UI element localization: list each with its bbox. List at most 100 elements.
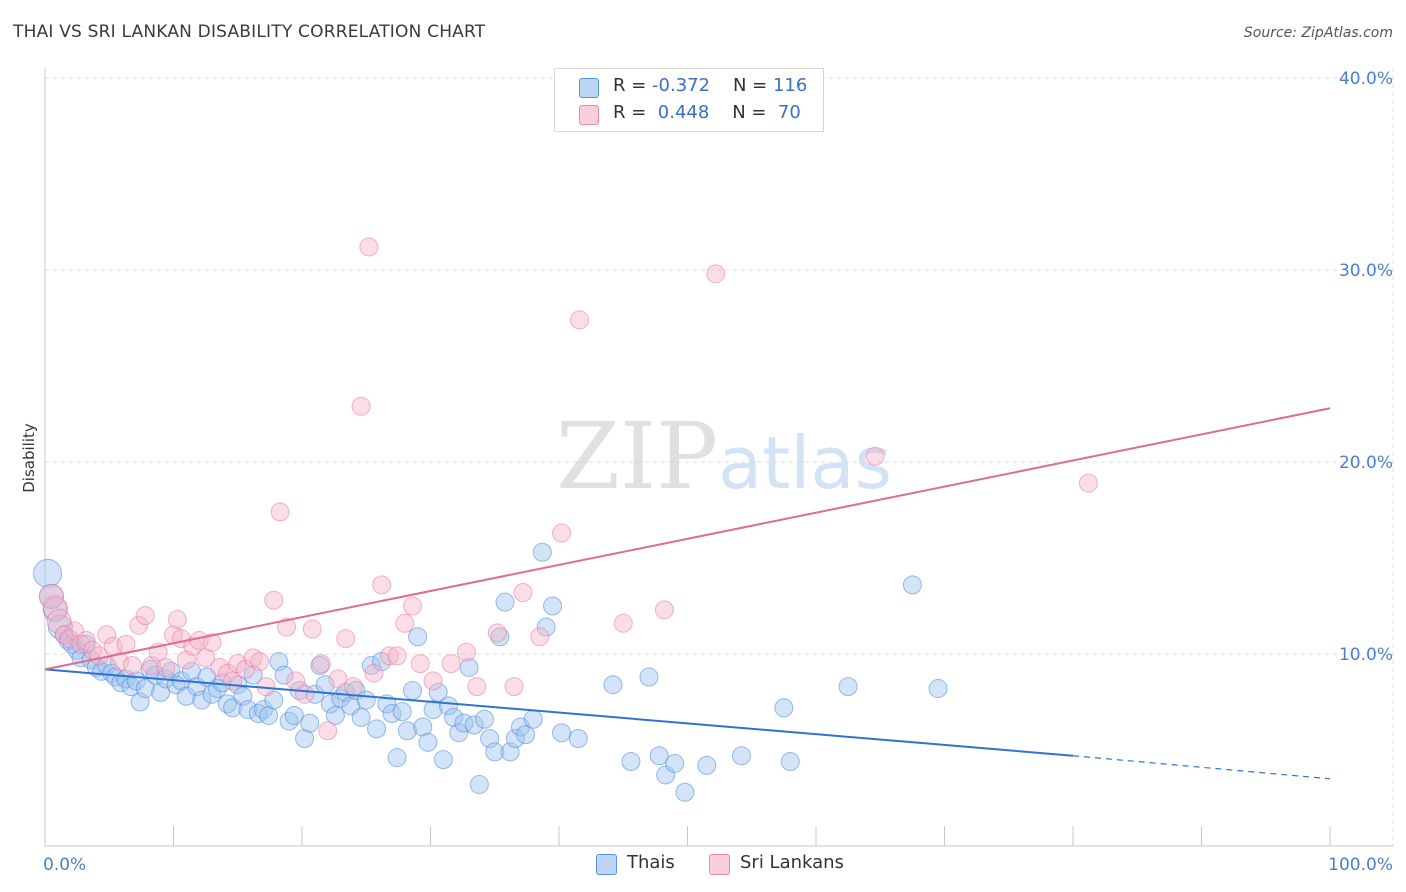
thai-point <box>459 657 479 677</box>
sri-lankan-point <box>387 646 407 666</box>
thai-point <box>665 753 685 773</box>
sri-lankan-point <box>318 721 338 741</box>
thai-point <box>495 592 515 612</box>
sri-lankan-point <box>336 629 356 649</box>
thai-point <box>449 723 469 743</box>
sri-lankan-point <box>513 583 533 603</box>
thai-point <box>902 575 922 595</box>
sri-lankan-point <box>1078 473 1098 493</box>
watermark-zip: ZIP <box>556 403 718 510</box>
thai-point <box>295 728 315 748</box>
bottom-legend-swatch-thais <box>596 854 617 875</box>
thai-point <box>121 677 141 697</box>
thai-point <box>413 717 433 737</box>
sri-lankan-point <box>250 652 270 672</box>
thai-point <box>516 725 536 745</box>
grid-lines <box>45 68 1394 846</box>
thai-point <box>838 677 858 697</box>
thai-point <box>464 715 484 735</box>
sri-lankan-trend-line <box>44 407 1331 671</box>
thai-point <box>192 690 212 710</box>
sri-lankan-point <box>467 677 487 697</box>
series-thais <box>33 542 948 802</box>
thai-point <box>469 775 489 795</box>
thai-point <box>284 705 304 725</box>
thai-point <box>639 667 659 687</box>
source-label: Source: ZipAtlas.com <box>1243 25 1393 41</box>
bottom-legend: Thais Sri Lankans <box>0 852 1406 878</box>
sri-lankan-point <box>504 677 524 697</box>
thai-trend-extension <box>1072 755 1331 780</box>
thai-point <box>505 728 525 748</box>
thai-point <box>649 746 669 766</box>
sri-lankan-point <box>654 600 674 620</box>
sri-lankan-point <box>423 671 443 691</box>
thai-point <box>361 656 381 676</box>
legend-swatch-sri-lankans <box>579 105 599 125</box>
sri-lankan-point <box>54 625 74 645</box>
legend-r-label: R = <box>613 75 647 96</box>
thai-point <box>485 742 505 762</box>
sri-lankan-point <box>76 631 96 651</box>
thai-point <box>403 680 423 700</box>
sri-lankan-point <box>343 677 363 697</box>
thai-point <box>392 702 412 722</box>
legend-n-label: N = <box>732 102 767 123</box>
thai-point <box>428 682 448 702</box>
y-tick-label: 40.0% <box>1339 69 1393 89</box>
thai-point <box>325 705 345 725</box>
sri-lankan-point <box>865 446 885 466</box>
sri-lankan-point <box>351 396 371 416</box>
sri-lankan-point <box>328 669 348 689</box>
sri-lankan-point <box>487 623 507 643</box>
thai-point <box>603 675 623 695</box>
sri-lankan-point <box>456 642 476 662</box>
thai-point <box>444 707 464 727</box>
sri-lankan-point <box>97 625 117 645</box>
thai-point <box>274 665 294 685</box>
sri-lankan-point <box>359 237 379 257</box>
sri-lankan-point <box>202 632 222 652</box>
x-tick-label: 0.0% <box>43 855 86 875</box>
sri-lankan-point <box>46 608 72 634</box>
sri-lankan-point <box>210 657 230 677</box>
legend-r-label: R = <box>613 102 647 123</box>
sri-lankan-point <box>570 310 590 330</box>
thai-point <box>780 752 800 772</box>
sri-lankan-point <box>530 627 550 647</box>
thai-point <box>300 713 320 733</box>
thai-point <box>433 750 453 770</box>
thai-point <box>176 686 196 706</box>
axes <box>44 68 1393 847</box>
sri-lankan-point <box>311 654 331 674</box>
thai-point <box>305 684 325 704</box>
thai-point <box>532 542 552 562</box>
thai-point <box>697 755 717 775</box>
thai-point <box>238 700 258 720</box>
thai-point <box>259 705 279 725</box>
sri-lankan-point <box>129 615 149 635</box>
thai-point <box>408 627 428 647</box>
sri-lankan-point <box>613 613 633 633</box>
sri-lankan-point <box>364 663 384 683</box>
x-tick-label: 100.0% <box>1328 855 1393 875</box>
legend-r-value: -0.372 <box>652 75 711 96</box>
thai-point <box>438 696 458 716</box>
thai-point <box>367 719 387 739</box>
sri-lankan-point <box>302 619 322 639</box>
sri-lankan-point <box>410 654 430 674</box>
y-tick-label: 10.0% <box>1339 645 1393 665</box>
thai-point <box>523 709 543 729</box>
y-axis-label: Disability <box>20 423 38 493</box>
sri-lankan-point <box>379 646 399 666</box>
sri-lankan-point <box>295 684 315 704</box>
chart-title: THAI VS SRI LANKAN DISABILITY CORRELATIO… <box>13 22 486 42</box>
legend-n-label: N = <box>732 75 768 96</box>
thai-point <box>552 723 572 743</box>
trend-lines <box>44 407 1331 780</box>
thai-point <box>543 596 563 616</box>
thai-point <box>253 700 273 720</box>
thai-point <box>536 617 556 637</box>
sri-lankan-point <box>122 656 142 676</box>
